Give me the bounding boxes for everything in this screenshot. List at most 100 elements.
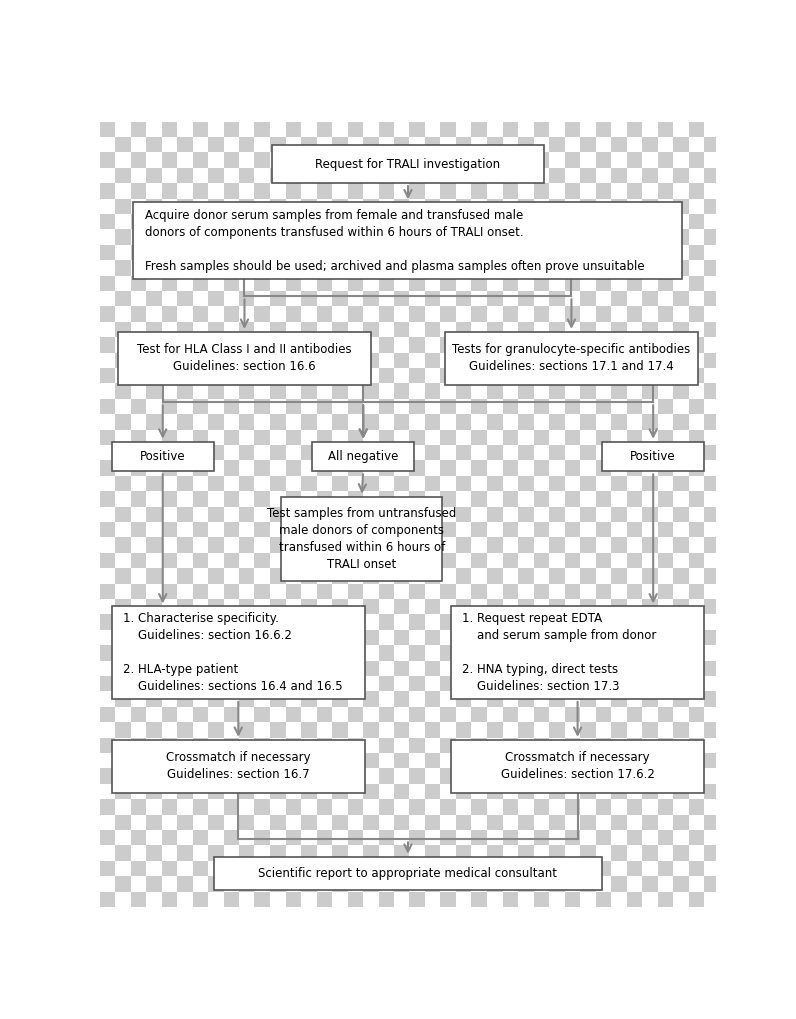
Bar <box>100 368 115 383</box>
Bar <box>673 676 689 691</box>
Bar <box>317 846 332 861</box>
Bar <box>301 430 317 445</box>
Bar <box>270 645 286 660</box>
Bar <box>689 691 704 707</box>
Bar <box>317 861 332 876</box>
Bar <box>255 691 270 707</box>
Bar <box>580 214 595 229</box>
Bar <box>193 722 208 738</box>
Bar <box>270 168 286 183</box>
Bar <box>518 599 533 614</box>
Bar <box>208 152 224 168</box>
Bar <box>379 152 394 168</box>
Bar <box>580 121 595 137</box>
Bar <box>224 814 239 829</box>
Bar <box>224 707 239 722</box>
Bar <box>146 491 162 506</box>
Bar <box>131 522 146 537</box>
Bar <box>100 307 115 322</box>
Bar <box>673 691 689 707</box>
Bar <box>642 768 657 784</box>
Bar <box>657 753 673 768</box>
Bar <box>193 152 208 168</box>
Bar <box>131 614 146 630</box>
Bar <box>611 290 626 307</box>
Bar <box>673 569 689 584</box>
Bar <box>471 491 487 506</box>
Bar <box>704 137 720 152</box>
Bar <box>146 353 162 368</box>
Bar <box>379 183 394 199</box>
Bar <box>673 522 689 537</box>
Bar <box>657 121 673 137</box>
Bar <box>440 445 456 461</box>
Bar <box>131 599 146 614</box>
Bar <box>224 829 239 846</box>
Bar <box>425 722 440 738</box>
Bar <box>580 753 595 768</box>
Bar <box>115 630 131 645</box>
Bar <box>689 814 704 829</box>
Bar <box>177 245 193 260</box>
Bar <box>363 353 379 368</box>
Bar <box>642 630 657 645</box>
Bar <box>409 722 425 738</box>
Bar <box>100 199 115 214</box>
Bar <box>348 584 363 599</box>
Bar <box>348 784 363 799</box>
Bar <box>487 245 502 260</box>
Bar <box>146 584 162 599</box>
Bar <box>379 876 394 892</box>
Bar <box>270 121 286 137</box>
Bar <box>595 137 611 152</box>
Bar <box>162 491 177 506</box>
Bar <box>642 353 657 368</box>
Bar <box>115 799 131 814</box>
Bar <box>177 814 193 829</box>
Bar <box>208 383 224 398</box>
Bar <box>100 337 115 353</box>
Bar <box>332 152 348 168</box>
Bar <box>131 214 146 229</box>
Bar <box>549 307 564 322</box>
Bar <box>332 275 348 290</box>
Bar <box>317 383 332 398</box>
Bar <box>626 322 642 337</box>
Bar <box>394 569 409 584</box>
Bar <box>673 707 689 722</box>
Bar <box>100 569 115 584</box>
Bar <box>533 537 549 552</box>
Bar <box>657 645 673 660</box>
Bar <box>657 430 673 445</box>
Bar <box>549 214 564 229</box>
Bar <box>689 599 704 614</box>
Bar <box>502 199 518 214</box>
Bar <box>100 414 115 430</box>
Bar <box>363 645 379 660</box>
Bar <box>549 537 564 552</box>
Bar <box>409 476 425 491</box>
Bar <box>224 214 239 229</box>
Bar <box>533 137 549 152</box>
Bar <box>332 599 348 614</box>
Bar <box>177 599 193 614</box>
Bar <box>409 660 425 676</box>
Bar <box>626 569 642 584</box>
Bar <box>673 337 689 353</box>
Bar <box>100 476 115 491</box>
Bar <box>255 322 270 337</box>
Bar <box>487 275 502 290</box>
Bar <box>146 691 162 707</box>
Bar <box>425 784 440 799</box>
Bar <box>704 445 720 461</box>
Bar <box>549 414 564 430</box>
Bar <box>673 599 689 614</box>
Bar <box>626 445 642 461</box>
Bar <box>146 152 162 168</box>
Bar <box>286 199 301 214</box>
Bar <box>146 569 162 584</box>
Bar <box>394 861 409 876</box>
Bar <box>657 183 673 199</box>
Bar <box>270 829 286 846</box>
Bar <box>642 660 657 676</box>
